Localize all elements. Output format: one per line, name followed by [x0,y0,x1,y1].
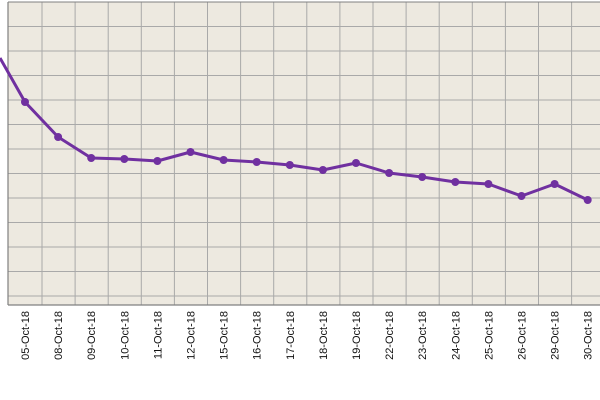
data-point [153,157,162,165]
data-point [87,154,96,162]
x-tick-label: 29-Oct-18 [550,311,562,360]
x-tick-label: 18-Oct-18 [318,311,330,360]
x-tick-label: 05-Oct-18 [20,311,32,360]
data-point [285,161,294,169]
x-tick-label: 08-Oct-18 [53,311,65,360]
data-point [120,155,129,163]
x-tick-label: 23-Oct-18 [417,311,429,360]
data-point [550,180,559,188]
x-tick-label: 22-Oct-18 [384,311,396,360]
x-tick-label: 25-Oct-18 [483,311,495,360]
x-tick-label: 30-Oct-18 [583,311,595,360]
x-tick-label: 26-Oct-18 [517,311,529,360]
x-tick-label: 24-Oct-18 [450,311,462,360]
x-tick-label: 09-Oct-18 [86,311,98,360]
data-point [484,180,493,188]
data-point [21,98,29,106]
data-point [352,159,360,167]
grid-lines [8,2,600,305]
x-tick-label: 11-Oct-18 [152,311,164,359]
data-point [54,133,63,141]
plot-area [8,2,600,305]
data-point [451,178,460,186]
data-point [318,166,327,174]
x-tick-label: 16-Oct-18 [252,311,264,360]
data-point [385,169,394,177]
series-layer [0,57,592,204]
data-point [418,173,427,181]
data-point [252,158,261,166]
data-point [219,156,228,164]
x-tick-label: 10-Oct-18 [119,311,131,360]
axes [7,1,600,306]
x-tick-label: 17-Oct-18 [285,311,297,360]
x-tick-label: 12-Oct-18 [186,311,198,360]
data-point [583,196,592,204]
x-tick-label: 15-Oct-18 [219,311,231,360]
x-axis-tick-labels: 05-Oct-18 08-Oct-18 09-Oct-18 10-Oct-18 11-O… [20,311,595,360]
x-tick-label: 19-Oct-18 [351,311,363,360]
data-point [186,148,195,156]
data-point [517,192,526,200]
